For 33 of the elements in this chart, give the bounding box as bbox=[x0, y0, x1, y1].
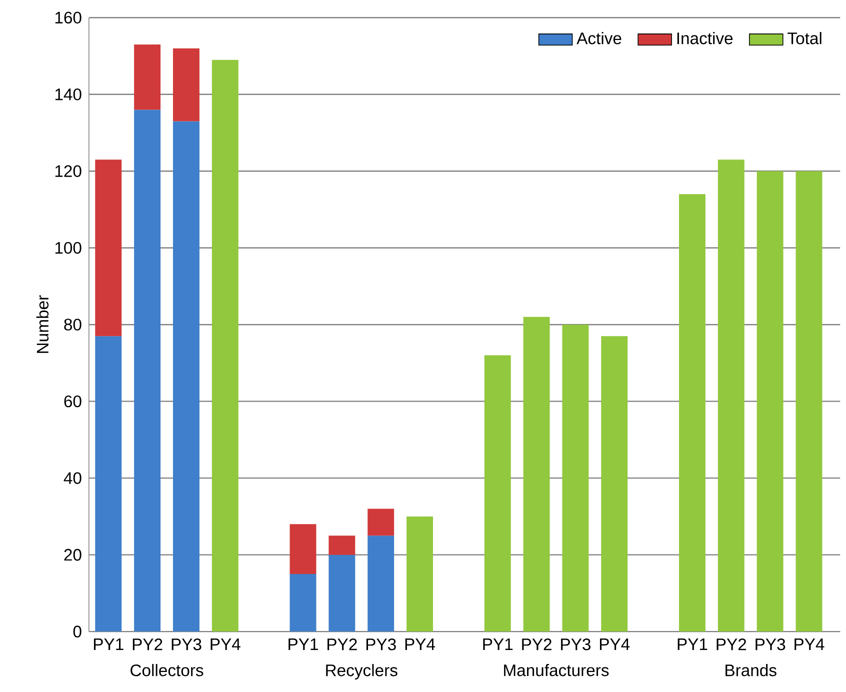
x-tick-label: PY4 bbox=[600, 638, 630, 650]
y-tick-label: 20 bbox=[64, 548, 82, 561]
x-tick-label: PY4 bbox=[794, 638, 824, 650]
x-tick-label: PY4 bbox=[210, 638, 240, 650]
y-tick-label: 100 bbox=[55, 242, 82, 254]
x-tick-label: PY4 bbox=[405, 638, 436, 650]
text: Collectors bbox=[130, 664, 204, 676]
x-tick-label: PY1 bbox=[483, 638, 513, 650]
x-tick-label: PY1 bbox=[94, 638, 124, 650]
y-tick-label: 80 bbox=[64, 318, 82, 330]
y-tick-label: 0 bbox=[73, 625, 82, 638]
y-tick-label: 40 bbox=[64, 472, 82, 484]
text: Recyclers bbox=[326, 664, 398, 680]
legend-label: Total bbox=[788, 32, 822, 44]
x-tick-label: PY3 bbox=[366, 638, 396, 650]
x-tick-label: PY2 bbox=[132, 638, 162, 650]
legend-label: Active bbox=[576, 32, 622, 44]
text: Brands bbox=[726, 664, 776, 676]
legend-label: Inactive bbox=[677, 32, 733, 44]
x-tick-label: PY3 bbox=[172, 638, 202, 650]
x-tick-label: PY1 bbox=[678, 638, 708, 650]
x-tick-label: PY3 bbox=[756, 638, 786, 650]
y-tick-label: 160 bbox=[55, 12, 82, 24]
x-tick-label: PY3 bbox=[561, 638, 590, 650]
y-tick-label: 60 bbox=[64, 395, 82, 408]
y-tick-label: 140 bbox=[55, 88, 82, 100]
x-tick-label: PY1 bbox=[288, 638, 318, 650]
x-tick-label: PY2 bbox=[716, 638, 746, 650]
text: Manufacturers bbox=[504, 664, 609, 676]
y-axis-title: Number bbox=[36, 295, 49, 353]
y-tick-label: 120 bbox=[55, 165, 82, 177]
x-tick-label: PY2 bbox=[522, 638, 552, 650]
x-tick-label: PY2 bbox=[328, 638, 357, 650]
